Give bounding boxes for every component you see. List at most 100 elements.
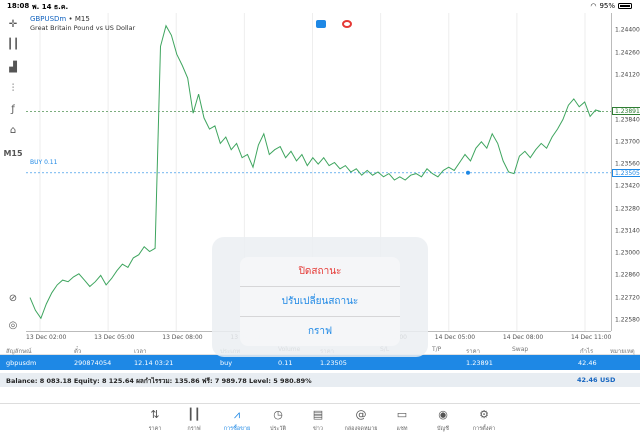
battery-percent: 95% — [599, 2, 615, 10]
chart-button[interactable]: กราฟ — [307, 326, 333, 337]
chat-icon: ▭ — [396, 408, 408, 421]
objects-icon[interactable]: ⫶ — [11, 83, 15, 94]
timeframe-button[interactable]: M15 — [3, 149, 23, 158]
tab-quotes[interactable]: ⇅ ราคา — [137, 408, 173, 433]
price-tick-label: 1.23140 — [615, 227, 640, 235]
status-right: ◠ 95% — [590, 2, 632, 10]
buy-position-label: BUY 0.11 — [30, 159, 58, 166]
time-tick-label: 13 Dec 02:00 — [26, 334, 67, 341]
currency: USD — [600, 376, 616, 384]
news-icon: ▤ — [312, 408, 324, 421]
column-header: Swap — [512, 346, 529, 353]
close-position-button[interactable]: ปิดสถานะ — [298, 266, 342, 277]
balance-summary: Balance: 8 083.18 Equity: 8 125.64 ผลกำไ… — [6, 377, 312, 385]
price-chart — [26, 13, 611, 331]
tab-trade[interactable]: ⩘ การซื้อขาย — [219, 408, 255, 433]
time-tick-label: 14 Dec 05:00 — [434, 334, 476, 341]
battery-icon — [618, 3, 632, 9]
chart-toolbar: ✛ ┃┃ ▟ ⫶ ƒ ⌂ M15 ⊘ ◎ — [0, 13, 26, 333]
chart-title-separator: • — [66, 15, 75, 23]
tab-label: บัญชี — [437, 426, 449, 432]
status-bar: 18:08 พ. 14 ธ.ค. ◠ 95% — [0, 0, 640, 12]
price-axis: 1.23891 1.23505 1.24400 1.24260 1.24120 1.2… — [611, 13, 640, 331]
bar-chart-type-icon[interactable]: ▟ — [9, 62, 17, 73]
tab-mailbox[interactable]: @ กล่องจดหมาย — [343, 408, 379, 433]
divider — [240, 286, 400, 287]
price-tick-label: 1.22860 — [615, 271, 640, 279]
price-tick-label: 1.23420 — [615, 182, 640, 190]
tab-account[interactable]: ◉ บัญชี — [425, 408, 461, 433]
column-header: ตั๋ว — [74, 348, 82, 355]
price-tick-label: 1.23560 — [615, 160, 640, 168]
tab-label: แชท — [396, 426, 408, 432]
price-tick-label: 1.23000 — [615, 249, 640, 257]
price-tick-label: 1.23700 — [615, 138, 640, 146]
trade-table: สัญลักษณ์ตั๋วเวลาประเภทVolumeราคาS/LT/Pร… — [0, 343, 640, 403]
price-tick-label: 1.24260 — [615, 49, 640, 57]
current-price-tag: 1.23891 — [612, 107, 640, 116]
cell-profit: 42.46 — [578, 359, 597, 367]
cell-volume: 0.11 — [278, 359, 293, 367]
tab-label: การตั้งค่า — [472, 426, 496, 432]
chart-symbol: GBPUSDm — [30, 15, 67, 23]
tab-settings[interactable]: ⚙ การตั้งค่า — [466, 408, 502, 433]
tab-news[interactable]: ▤ ข่าว — [300, 408, 336, 433]
sort-arrows-icon: ⇅ — [150, 408, 160, 421]
function-icon[interactable]: ƒ — [11, 104, 15, 115]
modify-position-button[interactable]: ปรับเปลี่ยนสถานะ — [281, 296, 359, 307]
price-tick-label: 1.24400 — [615, 26, 640, 34]
position-action-sheet: ปิดสถานะ ปรับเปลี่ยนสถานะ กราฟ — [240, 257, 400, 346]
cell-symbol: gbpusdm — [6, 359, 37, 367]
wifi-icon: ◠ — [590, 2, 597, 10]
tab-chat[interactable]: ▭ แชท — [384, 408, 420, 433]
price-tick-label: 1.23840 — [615, 116, 640, 124]
chart-title: GBPUSDm • M15 — [30, 15, 90, 23]
crosshair-icon[interactable]: ✛ — [8, 19, 18, 30]
cell-ticket: 290874054 — [74, 359, 112, 367]
tab-history[interactable]: ◷ ประวัติ — [260, 408, 296, 433]
cell-type: buy — [220, 359, 233, 367]
divider — [240, 316, 400, 317]
price-tick-label: 1.22580 — [615, 316, 640, 324]
search-chart-icon[interactable]: ⊘ — [8, 293, 18, 304]
time-tick-label: 14 Dec 08:00 — [502, 334, 544, 341]
tab-label: ราคา — [148, 426, 162, 432]
tab-chart[interactable]: ┃┃ กราฟ — [176, 408, 212, 433]
tab-label: ข่าว — [313, 426, 323, 432]
time-tick-label: 14 Dec 11:00 — [571, 334, 612, 341]
price-series-line — [29, 24, 602, 320]
shapes-icon[interactable]: ⌂ — [9, 125, 17, 136]
entry-marker — [466, 170, 470, 175]
trade-chart-icon: ⩘ — [233, 408, 241, 421]
price-tick-label: 1.22720 — [615, 294, 640, 302]
balance-bar: Balance: 8 083.18 Equity: 8 125.64 ผลกำไ… — [0, 373, 640, 387]
column-header: T/P — [432, 346, 442, 353]
chart-period: M15 — [74, 15, 90, 23]
status-date: พ. 14 ธ.ค. — [32, 3, 69, 11]
one-click-trading-icon[interactable] — [316, 20, 326, 28]
status-time: 18:08 — [7, 2, 30, 10]
price-tick-label: 1.24120 — [615, 71, 640, 79]
cell-time: 12.14 03:21 — [134, 359, 174, 367]
history-clock-icon: ◷ — [273, 408, 283, 421]
time-tick-label: 13 Dec 05:00 — [94, 334, 135, 341]
cell-open-price: 1.23505 — [320, 359, 347, 367]
open-price-tag: 1.23505 — [612, 168, 640, 177]
tab-label: ประวัติ — [269, 426, 287, 432]
tab-label: กราฟ — [187, 426, 201, 432]
column-header: เวลา — [134, 348, 147, 355]
tab-bar: ⇅ ราคา ┃┃ กราฟ ⩘ การซื้อขาย ◷ ประวัติ ▤ ข่าว … — [0, 403, 640, 447]
tab-label: การซื้อขาย — [223, 426, 251, 432]
cell-current-price: 1.23891 — [466, 359, 493, 367]
table-row[interactable]: gbpusdm 290874054 12.14 03:21 buy 0.11 1… — [0, 355, 640, 370]
account-icon: ◉ — [438, 408, 448, 421]
total-profit: 42.46 — [577, 376, 598, 384]
price-tick-label: 1.23280 — [615, 205, 640, 213]
column-header: สัญลักษณ์ — [6, 348, 32, 355]
column-header: ราคา — [466, 348, 480, 355]
time-tick-label: 13 Dec 08:00 — [162, 334, 203, 341]
indicators-candles-icon[interactable]: ┃┃ — [6, 39, 20, 50]
chart-description: Great Britain Pound vs US Dollar — [30, 24, 136, 32]
column-header: กำไร — [580, 348, 594, 355]
broker-logo-icon[interactable]: ◎ — [8, 320, 18, 331]
